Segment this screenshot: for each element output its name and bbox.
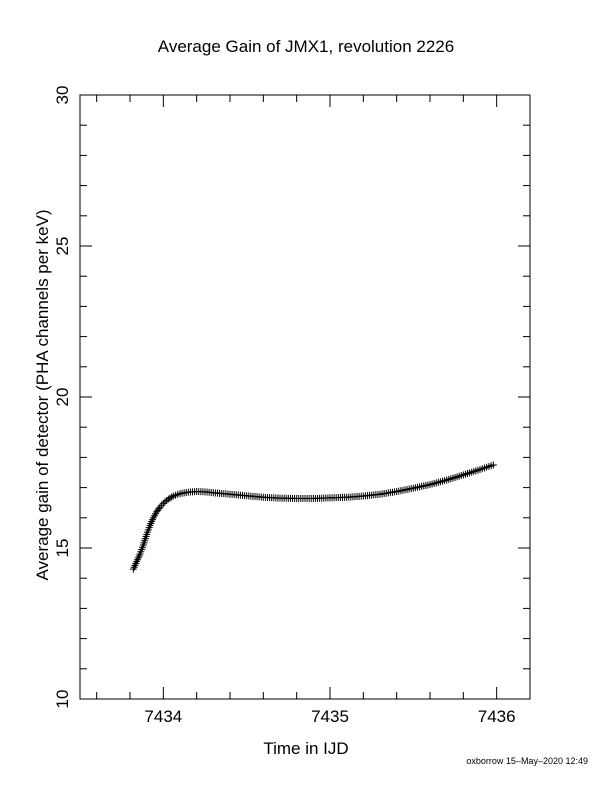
y-tick-label: 15 [53,539,72,558]
y-tick-label: 10 [53,690,72,709]
chart-title: Average Gain of JMX1, revolution 2226 [158,37,454,56]
x-tick-label: 7434 [144,707,182,726]
y-tick-label: 20 [53,388,72,407]
data-point [168,493,176,501]
x-axis-label: Time in IJD [263,739,348,758]
x-tick-label: 7436 [478,707,516,726]
plot-frame [79,94,531,700]
x-tick-label: 7435 [311,707,349,726]
data-point [489,461,497,469]
y-tick-label: 30 [53,86,72,105]
data-points [129,461,497,573]
y-tick-label: 25 [53,237,72,256]
y-axis-label: Average gain of detector (PHA channels p… [33,209,52,580]
axis-ticks [80,94,530,700]
footer-credit: oxborrow 15–May–2020 12:49 [466,756,588,766]
axis-tick-labels: 7434 7435 7436 10 15 20 25 30 [53,86,516,726]
